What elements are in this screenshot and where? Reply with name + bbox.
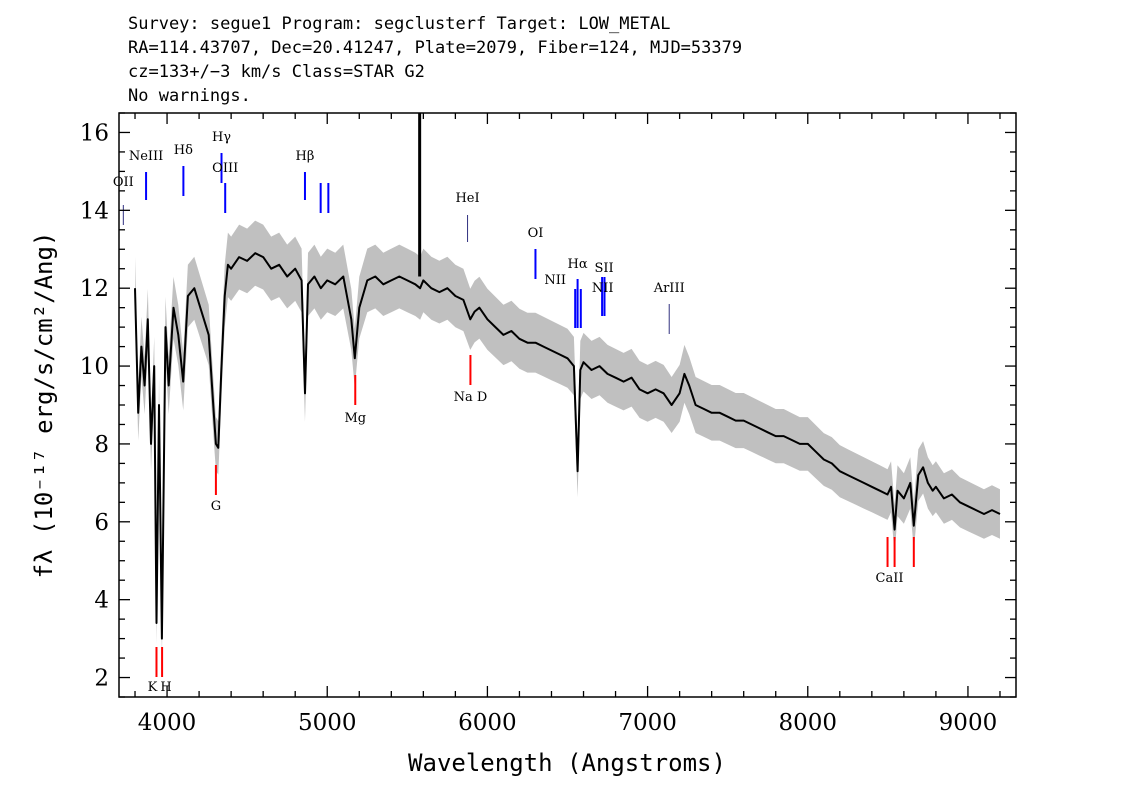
y-tick-label: 8 <box>94 432 109 458</box>
absorption-label-4: Na D <box>454 390 488 405</box>
x-tick-label: 4000 <box>138 710 197 736</box>
x-tick-label: 9000 <box>939 710 998 736</box>
y-tick-label: 14 <box>80 198 109 224</box>
x-axis-ticks: 4000 5000 6000 7000 8000 9000 <box>134 113 1001 736</box>
emission-label-5: Hβ <box>296 149 315 164</box>
y-tick-label: 6 <box>94 510 109 536</box>
flux-line <box>134 252 1001 640</box>
emission-label-4: OIII <box>212 161 238 176</box>
plot-frame <box>118 112 1017 698</box>
emission-label-8: HeI <box>455 191 479 206</box>
emission-label-9: OI <box>528 226 544 241</box>
y-axis-title: fλ (10⁻¹⁷ erg/s/cm²/Ang) <box>30 232 58 579</box>
header-line-survey: Survey: segue1 Program: segclusterf Targ… <box>128 14 670 34</box>
emission-label-nii-2: NII <box>592 281 614 296</box>
error-band-layer <box>135 220 1000 660</box>
error-band <box>135 220 1000 660</box>
y-tick-label: 10 <box>80 354 109 380</box>
x-tick-label: 7000 <box>618 710 677 736</box>
y-tick-label: 4 <box>94 588 109 614</box>
absorption-label-2: G <box>211 499 221 514</box>
y-tick-label: 2 <box>94 666 109 692</box>
emission-label-1: NeIII <box>129 149 163 164</box>
x-tick-label: 6000 <box>458 710 517 736</box>
y-tick-label: 12 <box>80 276 109 302</box>
emission-label-13: SII <box>595 261 614 276</box>
y-tick-label: 16 <box>80 120 109 146</box>
emission-label-3: Hγ <box>212 130 231 145</box>
absorption-label-caii: CaII <box>876 571 904 586</box>
x-tick-label: 8000 <box>778 710 837 736</box>
emission-label-10: NII <box>544 273 566 288</box>
emission-label-2: Hδ <box>174 143 193 158</box>
absorption-label-3: Mg <box>344 411 366 426</box>
emission-label-15: ArIII <box>653 281 685 296</box>
absorption-label-1: H <box>160 680 171 695</box>
x-tick-label: 5000 <box>298 710 357 736</box>
header-block: Survey: segue1 Program: segclusterf Targ… <box>128 14 742 106</box>
emission-label-0: OII <box>113 175 134 190</box>
emission-label-11: Hα <box>568 257 588 272</box>
header-line-warnings: No warnings. <box>128 86 251 106</box>
absorption-label-0: K <box>148 680 158 695</box>
header-line-redshift-class: cz=133+/−3 km/s Class=STAR G2 <box>128 62 425 82</box>
x-axis-title: Wavelength (Angstroms) <box>408 749 726 777</box>
flux-line-layer <box>134 113 1001 640</box>
header-line-coordinates: RA=114.43707, Dec=20.41247, Plate=2079, … <box>128 38 742 58</box>
y-axis-ticks: 2 4 6 8 10 12 14 16 <box>80 112 1016 698</box>
